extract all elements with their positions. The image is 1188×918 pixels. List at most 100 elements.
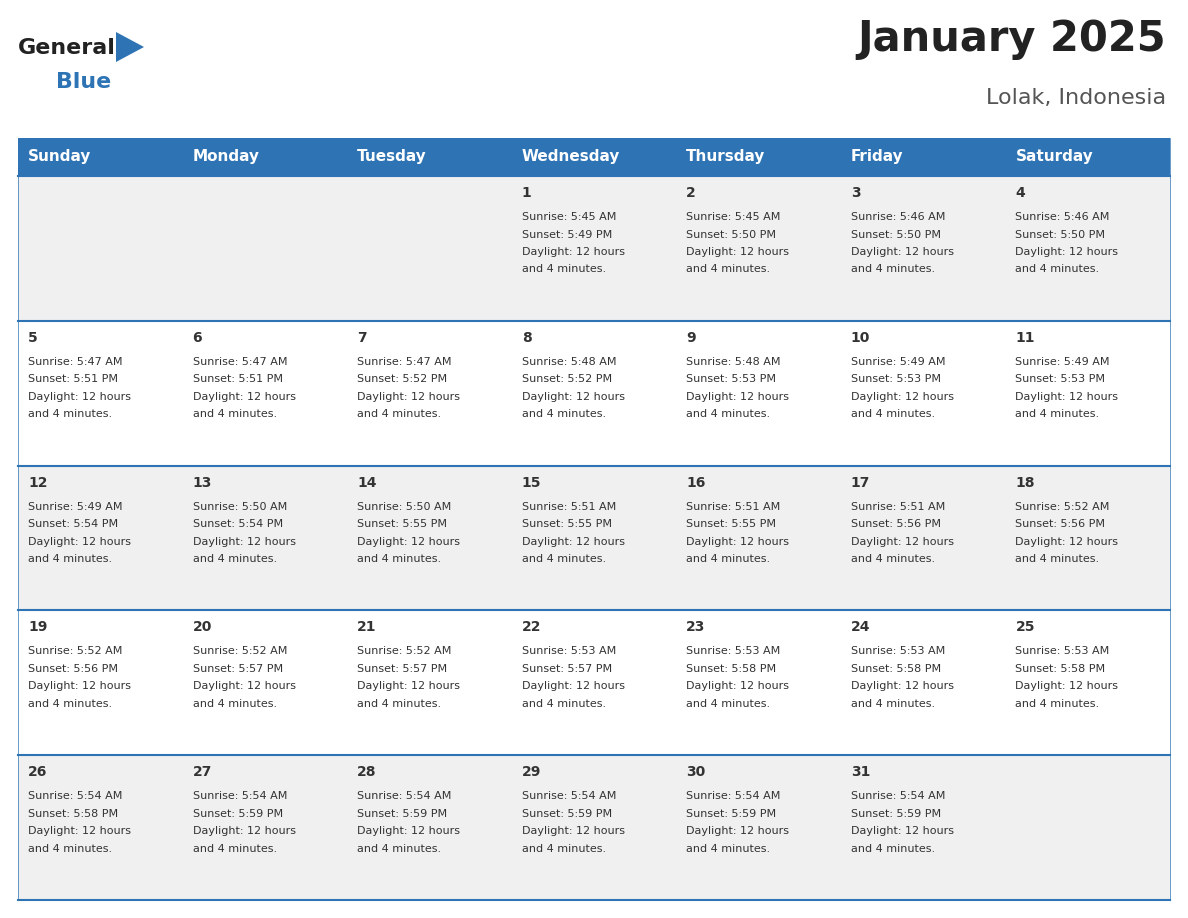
Text: and 4 minutes.: and 4 minutes. bbox=[687, 699, 770, 709]
Text: 13: 13 bbox=[192, 476, 211, 489]
Text: Sunrise: 5:45 AM: Sunrise: 5:45 AM bbox=[522, 212, 617, 222]
Text: General: General bbox=[18, 38, 116, 58]
Text: Sunrise: 5:54 AM: Sunrise: 5:54 AM bbox=[851, 791, 946, 801]
Text: Sunrise: 5:54 AM: Sunrise: 5:54 AM bbox=[192, 791, 287, 801]
Text: Sunrise: 5:46 AM: Sunrise: 5:46 AM bbox=[1016, 212, 1110, 222]
Text: Sunset: 5:50 PM: Sunset: 5:50 PM bbox=[1016, 230, 1105, 240]
Text: and 4 minutes.: and 4 minutes. bbox=[522, 844, 606, 854]
Text: 10: 10 bbox=[851, 330, 871, 345]
Text: and 4 minutes.: and 4 minutes. bbox=[522, 554, 606, 564]
Text: 12: 12 bbox=[29, 476, 48, 489]
Text: Wednesday: Wednesday bbox=[522, 150, 620, 164]
Text: Sunrise: 5:53 AM: Sunrise: 5:53 AM bbox=[1016, 646, 1110, 656]
Text: and 4 minutes.: and 4 minutes. bbox=[851, 844, 935, 854]
Text: 7: 7 bbox=[358, 330, 367, 345]
Text: 23: 23 bbox=[687, 621, 706, 634]
Text: Saturday: Saturday bbox=[1016, 150, 1093, 164]
Text: 27: 27 bbox=[192, 766, 211, 779]
Text: Sunrise: 5:47 AM: Sunrise: 5:47 AM bbox=[358, 357, 451, 367]
Text: Sunrise: 5:47 AM: Sunrise: 5:47 AM bbox=[192, 357, 287, 367]
Bar bbox=[18, 756, 1170, 900]
Text: Sunrise: 5:49 AM: Sunrise: 5:49 AM bbox=[851, 357, 946, 367]
Text: and 4 minutes.: and 4 minutes. bbox=[358, 699, 441, 709]
Text: Sunset: 5:55 PM: Sunset: 5:55 PM bbox=[687, 519, 776, 529]
Text: and 4 minutes.: and 4 minutes. bbox=[29, 844, 112, 854]
Text: Sunset: 5:52 PM: Sunset: 5:52 PM bbox=[522, 375, 612, 385]
Text: Friday: Friday bbox=[851, 150, 904, 164]
Text: 8: 8 bbox=[522, 330, 531, 345]
Text: 19: 19 bbox=[29, 621, 48, 634]
Text: and 4 minutes.: and 4 minutes. bbox=[687, 409, 770, 420]
Text: Sunrise: 5:51 AM: Sunrise: 5:51 AM bbox=[522, 501, 615, 511]
Text: and 4 minutes.: and 4 minutes. bbox=[358, 844, 441, 854]
Text: Sunrise: 5:46 AM: Sunrise: 5:46 AM bbox=[851, 212, 946, 222]
Text: Sunrise: 5:53 AM: Sunrise: 5:53 AM bbox=[851, 646, 946, 656]
Text: 31: 31 bbox=[851, 766, 871, 779]
Text: Sunset: 5:56 PM: Sunset: 5:56 PM bbox=[851, 519, 941, 529]
Text: Sunset: 5:59 PM: Sunset: 5:59 PM bbox=[851, 809, 941, 819]
Text: Sunset: 5:58 PM: Sunset: 5:58 PM bbox=[29, 809, 118, 819]
Text: and 4 minutes.: and 4 minutes. bbox=[192, 699, 277, 709]
Text: Sunset: 5:57 PM: Sunset: 5:57 PM bbox=[192, 664, 283, 674]
Text: Sunset: 5:54 PM: Sunset: 5:54 PM bbox=[29, 519, 118, 529]
Text: 28: 28 bbox=[358, 766, 377, 779]
Text: Daylight: 12 hours: Daylight: 12 hours bbox=[687, 392, 789, 402]
Text: Daylight: 12 hours: Daylight: 12 hours bbox=[358, 826, 460, 836]
Text: and 4 minutes.: and 4 minutes. bbox=[1016, 554, 1100, 564]
Text: Sunrise: 5:54 AM: Sunrise: 5:54 AM bbox=[358, 791, 451, 801]
Text: Sunrise: 5:52 AM: Sunrise: 5:52 AM bbox=[29, 646, 122, 656]
Text: Tuesday: Tuesday bbox=[358, 150, 426, 164]
Text: Sunrise: 5:49 AM: Sunrise: 5:49 AM bbox=[1016, 357, 1110, 367]
Text: Sunset: 5:51 PM: Sunset: 5:51 PM bbox=[192, 375, 283, 385]
Text: Sunday: Sunday bbox=[29, 150, 91, 164]
Text: Sunset: 5:54 PM: Sunset: 5:54 PM bbox=[192, 519, 283, 529]
Text: Daylight: 12 hours: Daylight: 12 hours bbox=[851, 392, 954, 402]
Text: Sunrise: 5:54 AM: Sunrise: 5:54 AM bbox=[687, 791, 781, 801]
Text: Sunset: 5:58 PM: Sunset: 5:58 PM bbox=[851, 664, 941, 674]
Text: Daylight: 12 hours: Daylight: 12 hours bbox=[851, 247, 954, 257]
Text: Sunrise: 5:48 AM: Sunrise: 5:48 AM bbox=[687, 357, 781, 367]
Bar bbox=[841, 138, 1005, 176]
Text: Sunrise: 5:54 AM: Sunrise: 5:54 AM bbox=[522, 791, 617, 801]
Text: 11: 11 bbox=[1016, 330, 1035, 345]
Text: Sunrise: 5:53 AM: Sunrise: 5:53 AM bbox=[522, 646, 615, 656]
Text: Sunset: 5:53 PM: Sunset: 5:53 PM bbox=[687, 375, 776, 385]
Bar bbox=[18, 610, 1170, 756]
Text: and 4 minutes.: and 4 minutes. bbox=[192, 409, 277, 420]
Text: 20: 20 bbox=[192, 621, 211, 634]
Text: Sunrise: 5:52 AM: Sunrise: 5:52 AM bbox=[1016, 501, 1110, 511]
Text: Sunset: 5:56 PM: Sunset: 5:56 PM bbox=[29, 664, 118, 674]
Text: Sunrise: 5:47 AM: Sunrise: 5:47 AM bbox=[29, 357, 122, 367]
Text: Sunrise: 5:52 AM: Sunrise: 5:52 AM bbox=[358, 646, 451, 656]
Text: Daylight: 12 hours: Daylight: 12 hours bbox=[687, 681, 789, 691]
Text: Sunset: 5:56 PM: Sunset: 5:56 PM bbox=[1016, 519, 1105, 529]
Text: Sunrise: 5:45 AM: Sunrise: 5:45 AM bbox=[687, 212, 781, 222]
Text: Sunset: 5:58 PM: Sunset: 5:58 PM bbox=[1016, 664, 1106, 674]
Text: Daylight: 12 hours: Daylight: 12 hours bbox=[522, 392, 625, 402]
Text: Sunset: 5:50 PM: Sunset: 5:50 PM bbox=[851, 230, 941, 240]
Text: Sunrise: 5:51 AM: Sunrise: 5:51 AM bbox=[687, 501, 781, 511]
Text: Daylight: 12 hours: Daylight: 12 hours bbox=[522, 826, 625, 836]
Text: Daylight: 12 hours: Daylight: 12 hours bbox=[358, 681, 460, 691]
Text: and 4 minutes.: and 4 minutes. bbox=[851, 554, 935, 564]
Text: Sunrise: 5:50 AM: Sunrise: 5:50 AM bbox=[358, 501, 451, 511]
Bar bbox=[183, 138, 347, 176]
Text: and 4 minutes.: and 4 minutes. bbox=[522, 699, 606, 709]
Text: Sunset: 5:58 PM: Sunset: 5:58 PM bbox=[687, 664, 777, 674]
Text: and 4 minutes.: and 4 minutes. bbox=[687, 264, 770, 274]
Text: and 4 minutes.: and 4 minutes. bbox=[358, 554, 441, 564]
Bar bbox=[1005, 138, 1170, 176]
Text: Sunrise: 5:49 AM: Sunrise: 5:49 AM bbox=[29, 501, 122, 511]
Text: Sunset: 5:59 PM: Sunset: 5:59 PM bbox=[192, 809, 283, 819]
Text: Sunset: 5:51 PM: Sunset: 5:51 PM bbox=[29, 375, 118, 385]
Text: Daylight: 12 hours: Daylight: 12 hours bbox=[687, 247, 789, 257]
Text: and 4 minutes.: and 4 minutes. bbox=[851, 699, 935, 709]
Text: Daylight: 12 hours: Daylight: 12 hours bbox=[29, 392, 131, 402]
Text: Daylight: 12 hours: Daylight: 12 hours bbox=[687, 826, 789, 836]
Bar bbox=[18, 320, 1170, 465]
Text: Daylight: 12 hours: Daylight: 12 hours bbox=[851, 681, 954, 691]
Text: Daylight: 12 hours: Daylight: 12 hours bbox=[1016, 392, 1118, 402]
Text: Daylight: 12 hours: Daylight: 12 hours bbox=[522, 681, 625, 691]
Text: Blue: Blue bbox=[56, 72, 112, 92]
Text: 6: 6 bbox=[192, 330, 202, 345]
